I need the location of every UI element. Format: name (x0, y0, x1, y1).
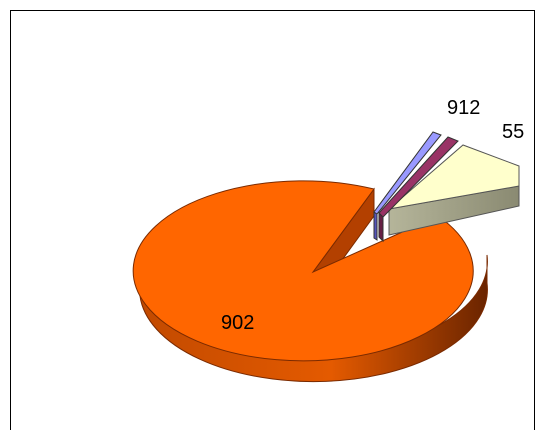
slice-12-side (373, 211, 378, 241)
slice-9-side (378, 211, 384, 243)
label-912: 912 (447, 97, 480, 119)
label-902: 902 (221, 312, 254, 334)
slice-9-top (378, 136, 459, 218)
slice-12-top (373, 131, 442, 215)
slice-55-top (387, 144, 520, 210)
slice-902-top (132, 180, 474, 362)
label-55: 55 (502, 121, 524, 143)
